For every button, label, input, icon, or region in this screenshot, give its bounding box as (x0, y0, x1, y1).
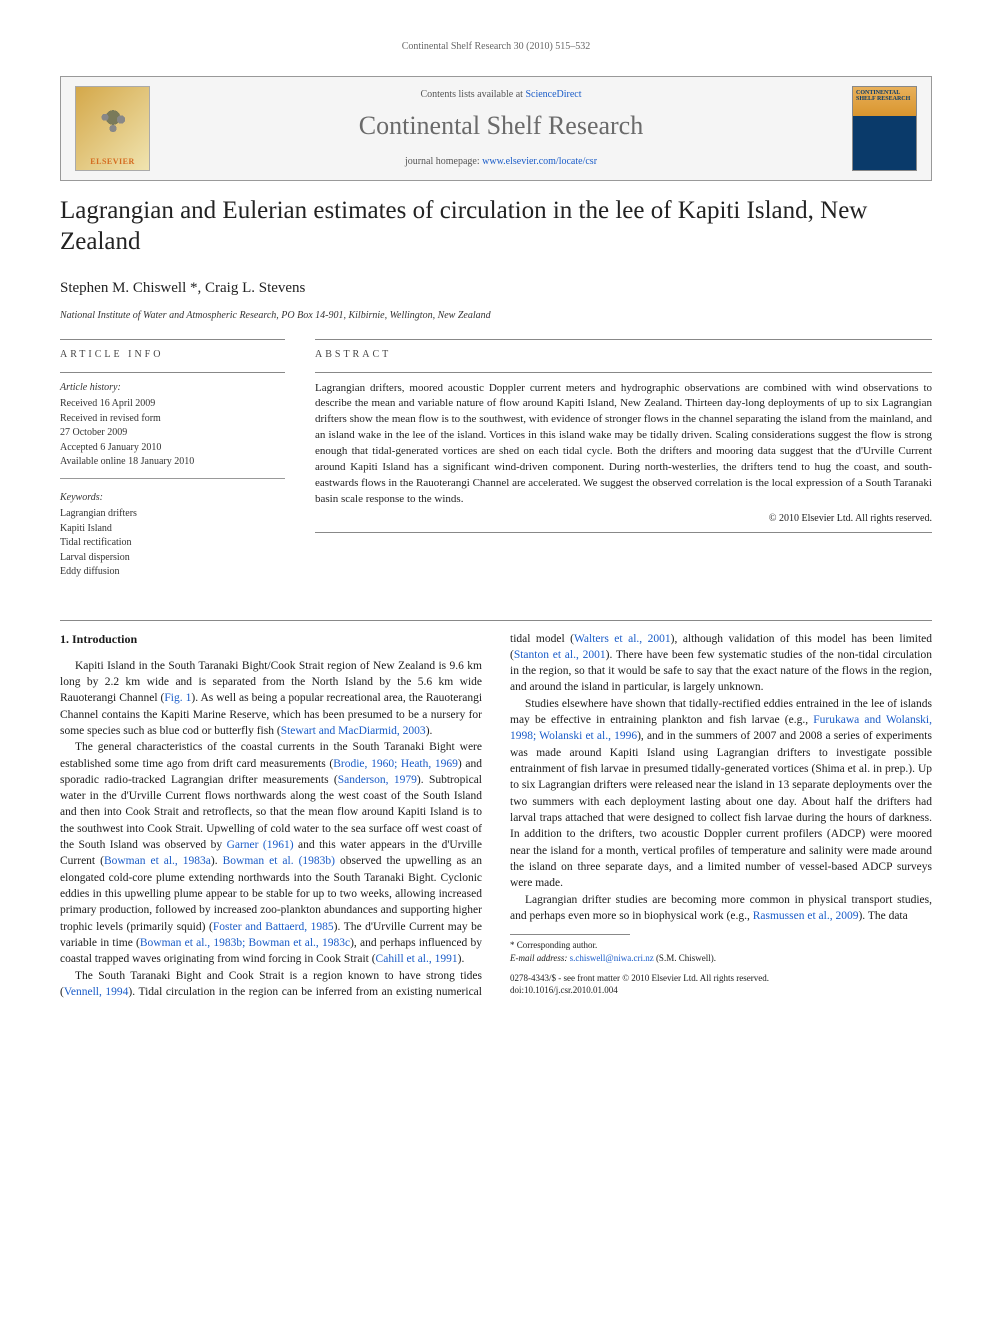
article-history-block: Article history: Received 16 April 2009 … (60, 381, 285, 479)
keyword: Tidal rectification (60, 536, 285, 551)
email-line: E-mail address: s.chiswell@niwa.cri.nz (… (510, 952, 932, 964)
abstract-rule-bot (315, 532, 932, 533)
citation-link[interactable]: Sanderson, 1979 (338, 774, 417, 786)
history-line: Received 16 April 2009 (60, 397, 285, 412)
history-line: 27 October 2009 (60, 426, 285, 441)
figure-link[interactable]: Fig. 1 (164, 692, 191, 704)
homepage-line: journal homepage: www.elsevier.com/locat… (162, 155, 840, 169)
journal-cover-thumbnail: CONTINENTAL SHELF RESEARCH (852, 86, 917, 171)
homepage-link[interactable]: www.elsevier.com/locate/csr (482, 156, 597, 167)
info-rule-mid (60, 372, 285, 373)
abstract-column: ABSTRACT Lagrangian drifters, moored aco… (315, 339, 932, 600)
citation-link[interactable]: Foster and Battaerd, 1985 (213, 921, 334, 933)
keyword: Lagrangian drifters (60, 507, 285, 522)
corresponding-author: * Corresponding author. (510, 939, 932, 951)
history-line: Available online 18 January 2010 (60, 455, 285, 470)
section-heading-introduction: 1. Introduction (60, 631, 482, 648)
publisher-name: ELSEVIER (90, 156, 134, 167)
doi-line: doi:10.1016/j.csr.2010.01.004 (510, 984, 932, 996)
body-top-rule (60, 620, 932, 621)
abstract-text: Lagrangian drifters, moored acoustic Dop… (315, 381, 932, 509)
elsevier-tree-icon (83, 101, 143, 156)
citation-link[interactable]: Walters et al., 2001 (574, 633, 671, 645)
citation-link[interactable]: Brodie, 1960; Heath, 1969 (333, 758, 458, 770)
availability-prefix: Contents lists available at (420, 89, 525, 100)
info-abstract-row: ARTICLE INFO Article history: Received 1… (60, 339, 932, 600)
journal-cover-title: CONTINENTAL SHELF RESEARCH (856, 90, 913, 102)
abstract-heading: ABSTRACT (315, 348, 932, 362)
article-body: 1. Introduction Kapiti Island in the Sou… (60, 631, 932, 1001)
abstract-rule-top (315, 339, 932, 340)
article-info-heading: ARTICLE INFO (60, 348, 285, 362)
citation-link[interactable]: Bowman et al., 1983b; Bowman et al., 198… (140, 937, 350, 949)
keyword: Eddy diffusion (60, 565, 285, 580)
paragraph: Lagrangian drifter studies are becoming … (510, 892, 932, 925)
keyword: Kapiti Island (60, 522, 285, 537)
running-head: Continental Shelf Research 30 (2010) 515… (60, 40, 932, 54)
footnote-block: * Corresponding author. E-mail address: … (510, 934, 932, 996)
header-center: Contents lists available at ScienceDirec… (162, 88, 840, 168)
keyword: Larval dispersion (60, 551, 285, 566)
journal-name: Continental Shelf Research (162, 108, 840, 144)
citation-link[interactable]: Cahill et al., 1991 (376, 953, 458, 965)
abstract-rule-mid (315, 372, 932, 373)
citation-link[interactable]: Bowman et al., 1983a (104, 855, 211, 867)
keywords-list: Lagrangian drifters Kapiti Island Tidal … (60, 507, 285, 580)
availability-line: Contents lists available at ScienceDirec… (162, 88, 840, 102)
citation-link[interactable]: Stewart and MacDiarmid, 2003 (281, 725, 426, 737)
journal-header: ELSEVIER Contents lists available at Sci… (60, 76, 932, 181)
citation-link[interactable]: Bowman et al. (1983b) (223, 855, 335, 867)
paragraph: The general characteristics of the coast… (60, 739, 482, 968)
homepage-prefix: journal homepage: (405, 156, 482, 167)
sciencedirect-link[interactable]: ScienceDirect (525, 89, 581, 100)
citation-link[interactable]: Stanton et al., 2001 (514, 649, 606, 661)
article-title: Lagrangian and Eulerian estimates of cir… (60, 195, 932, 258)
front-matter-line: 0278-4343/$ - see front matter © 2010 El… (510, 972, 932, 984)
abstract-copyright: © 2010 Elsevier Ltd. All rights reserved… (315, 512, 932, 526)
article-info: ARTICLE INFO Article history: Received 1… (60, 339, 285, 600)
authors: Stephen M. Chiswell *, Craig L. Stevens (60, 278, 932, 299)
elsevier-logo: ELSEVIER (75, 86, 150, 171)
email-link[interactable]: s.chiswell@niwa.cri.nz (570, 953, 654, 963)
keywords-block: Keywords: Lagrangian drifters Kapiti Isl… (60, 491, 285, 588)
keywords-label: Keywords: (60, 491, 285, 506)
paragraph: Kapiti Island in the South Taranaki Bigh… (60, 658, 482, 740)
citation-link[interactable]: Vennell, 1994 (64, 986, 129, 998)
affiliation: National Institute of Water and Atmosphe… (60, 309, 932, 323)
footnote-rule (510, 934, 630, 935)
citation-link[interactable]: Rasmussen et al., 2009 (753, 910, 859, 922)
citation-link[interactable]: Garner (1961) (227, 839, 294, 851)
email-label: E-mail address: (510, 953, 567, 963)
history-label: Article history: (60, 381, 285, 396)
email-who: (S.M. Chiswell). (656, 953, 716, 963)
info-rule-top (60, 339, 285, 340)
history-line: Received in revised form (60, 412, 285, 427)
history-line: Accepted 6 January 2010 (60, 441, 285, 456)
paragraph: Studies elsewhere have shown that tidall… (510, 696, 932, 892)
